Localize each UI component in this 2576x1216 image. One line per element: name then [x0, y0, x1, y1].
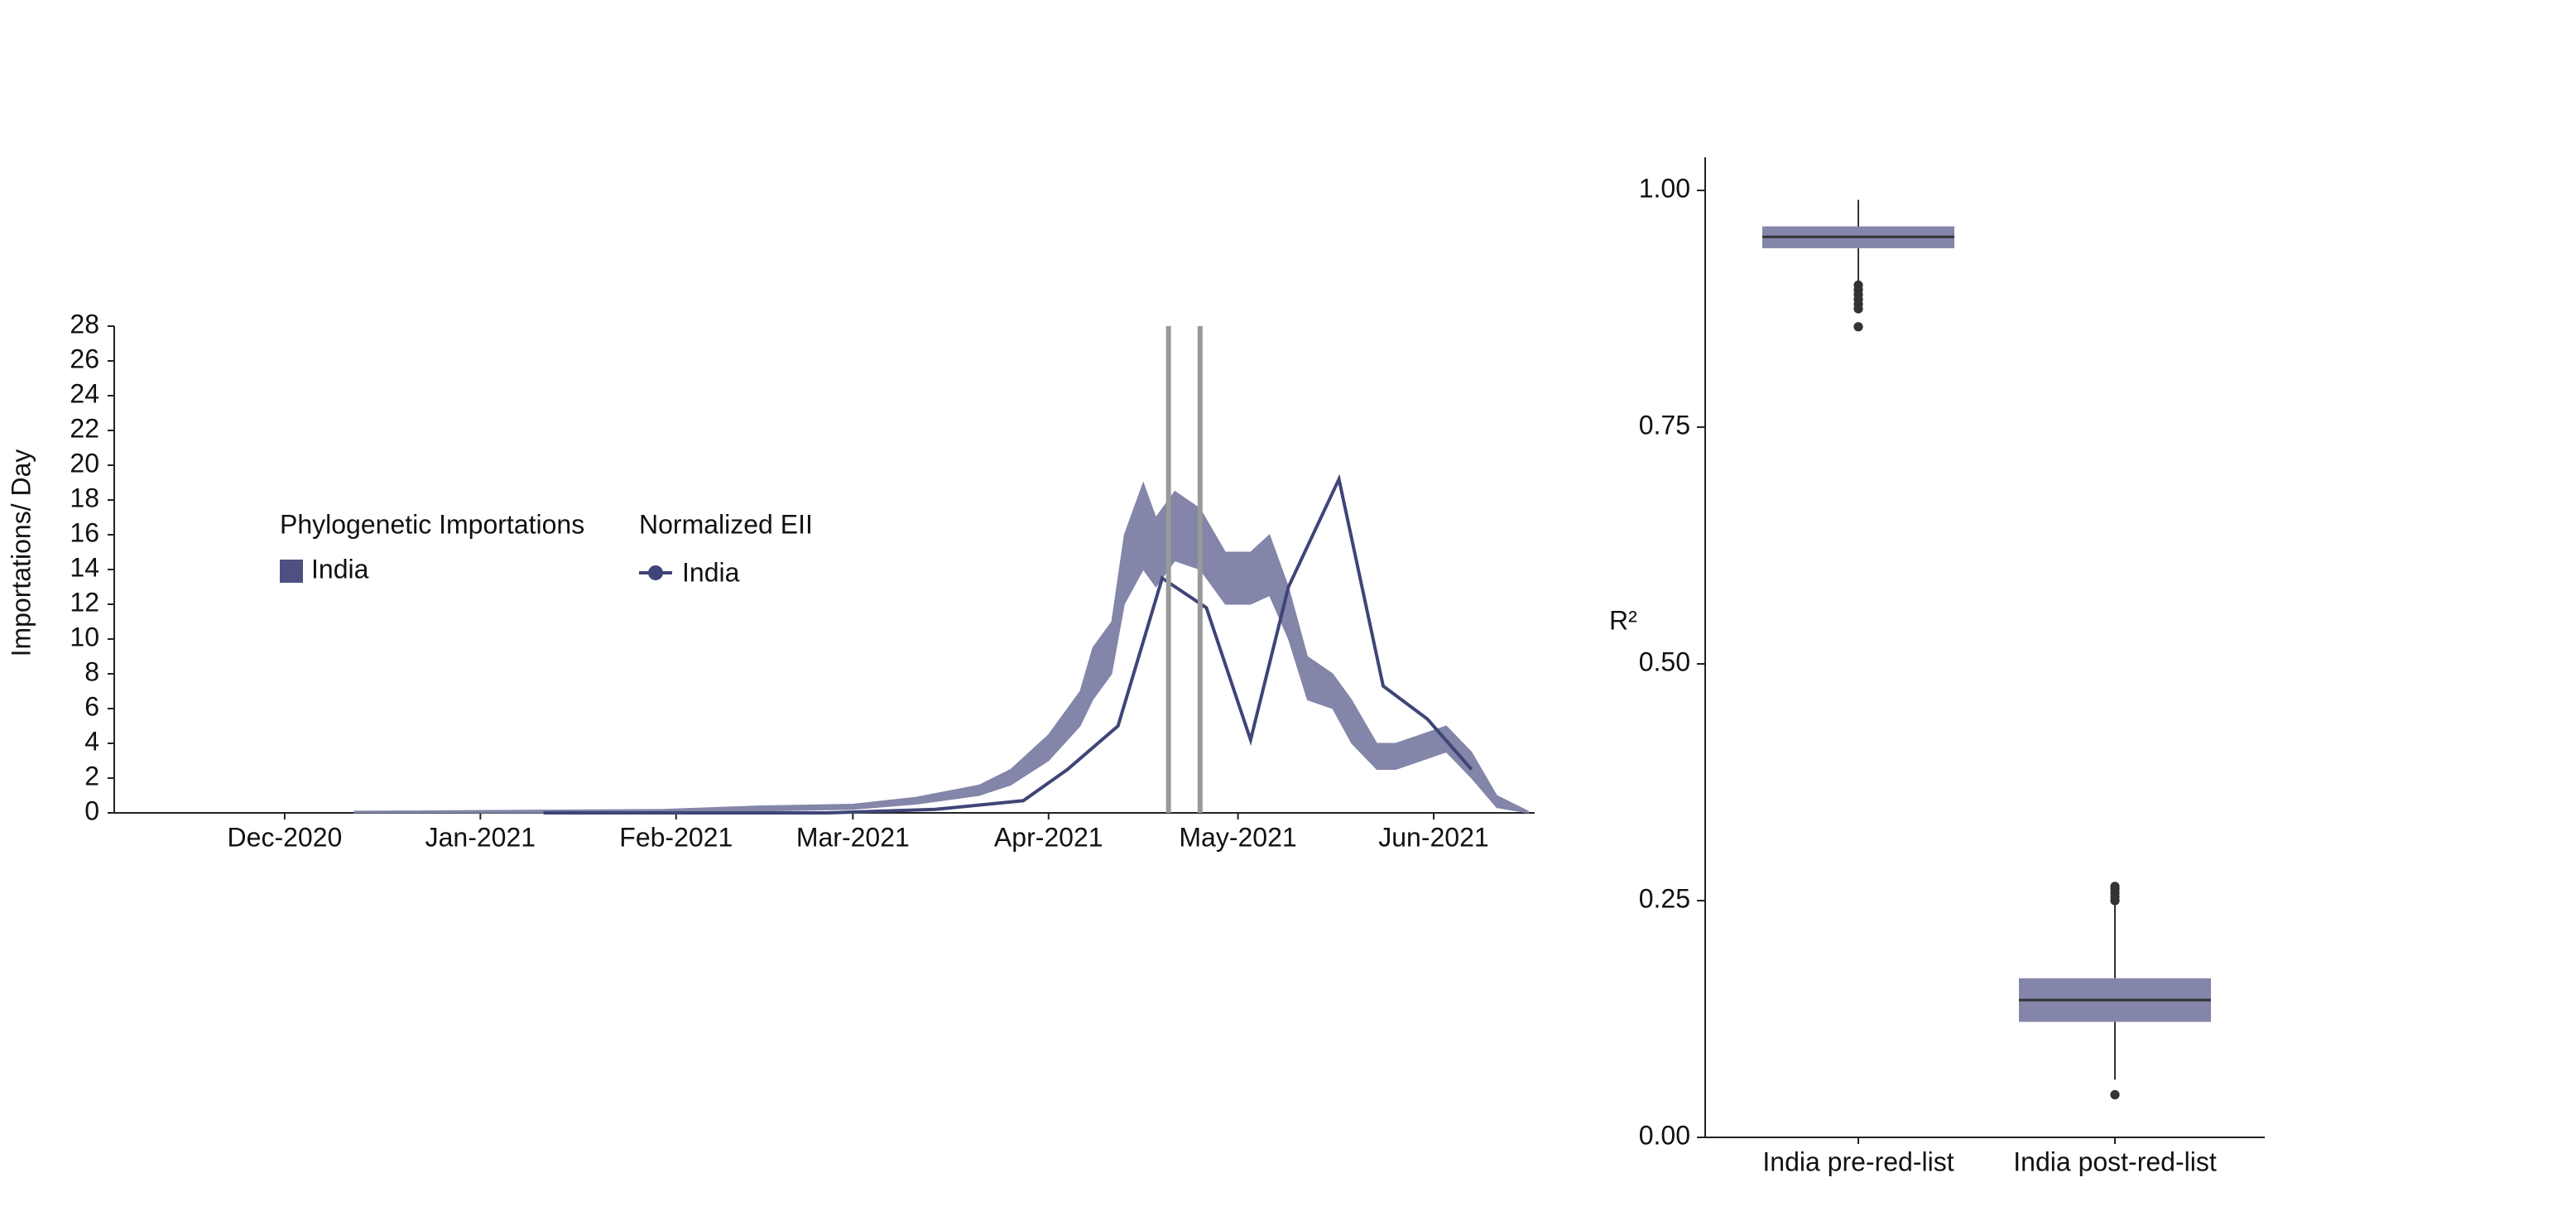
y-tick-label: 12: [70, 587, 99, 617]
legend-label: India: [311, 554, 369, 584]
y-tick-label: 4: [84, 726, 99, 756]
y-tick-label: 26: [70, 344, 99, 373]
y-tick-label: 10: [70, 622, 99, 651]
y-tick-label: 24: [70, 378, 99, 408]
y-tick-label: 22: [70, 413, 99, 443]
legend-swatch: [280, 560, 303, 583]
x-tick-label: May-2021: [1179, 822, 1296, 852]
line: [543, 473, 1473, 815]
y-tick-label: 8: [84, 656, 99, 686]
x-tick-label: Mar-2021: [796, 822, 910, 852]
x-tick-label: Jun-2021: [1378, 822, 1488, 852]
y-tick-label: 0.25: [1639, 883, 1690, 913]
y-tick-label: 0: [84, 795, 99, 825]
y-axis-label: Importations/ Day: [6, 449, 36, 657]
y-tick-label: 14: [70, 552, 99, 582]
outlier: [2110, 882, 2120, 892]
x-tick-label: India post-red-list: [2013, 1146, 2217, 1176]
y-tick-label: 0.50: [1639, 646, 1690, 676]
y-tick-label: 28: [70, 309, 99, 339]
y-tick-label: 16: [70, 517, 99, 547]
y-tick-label: 0.00: [1639, 1120, 1690, 1150]
y-tick-label: 2: [84, 761, 99, 791]
band: [353, 481, 1529, 814]
legend-label: India: [682, 557, 740, 587]
x-tick-label: Jan-2021: [425, 822, 536, 852]
y-tick-label: 6: [84, 691, 99, 721]
y-axis-label: R²: [1609, 605, 1637, 635]
x-tick-label: Feb-2021: [619, 822, 733, 852]
y-tick-label: 20: [70, 448, 99, 478]
legend-title: Phylogenetic Importations: [280, 509, 584, 539]
y-tick-label: 18: [70, 483, 99, 512]
legend-title: Normalized EII: [639, 509, 813, 539]
x-tick-label: Apr-2021: [994, 822, 1103, 852]
legend-marker: [648, 565, 663, 580]
y-tick-label: 1.00: [1639, 173, 1690, 203]
y-tick-label: 0.75: [1639, 410, 1690, 440]
x-tick-label: India pre-red-list: [1762, 1146, 1954, 1176]
outlier: [1853, 304, 1863, 314]
x-tick-label: Dec-2020: [228, 822, 343, 852]
outlier: [1853, 322, 1863, 332]
outlier: [2110, 1089, 2120, 1100]
